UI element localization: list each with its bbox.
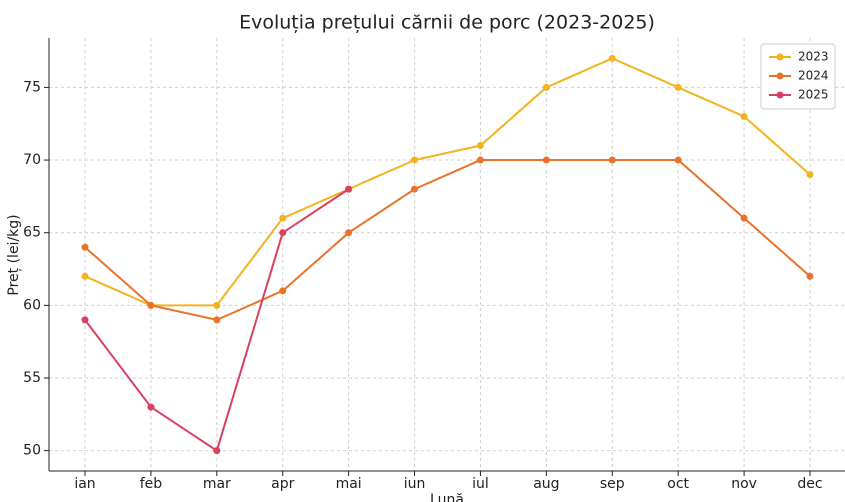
- y-tick-label: 60: [23, 297, 41, 313]
- point: [740, 214, 748, 222]
- x-tick-label: feb: [140, 476, 163, 492]
- point: [279, 214, 287, 222]
- y-axis-label: Preț (lei/kg): [6, 214, 22, 295]
- x-axis-label: Lună: [430, 492, 464, 502]
- point: [213, 447, 221, 455]
- x-tick-label: nov: [731, 476, 757, 492]
- point: [674, 156, 682, 164]
- point: [542, 83, 550, 91]
- point: [740, 112, 748, 120]
- x-tick-label: ian: [74, 476, 95, 492]
- legend-marker: [776, 53, 784, 61]
- legend-marker: [776, 91, 784, 99]
- point: [411, 156, 419, 164]
- legend-label: 2023: [798, 50, 829, 64]
- x-tick-label: sep: [600, 476, 625, 492]
- x-tick-label: mai: [336, 476, 362, 492]
- series-line: [84, 57, 811, 307]
- point: [81, 243, 89, 251]
- y-tick-label: 55: [23, 370, 41, 386]
- y-tick-label: 70: [23, 152, 41, 168]
- point: [81, 316, 89, 324]
- x-tick-label: aug: [533, 476, 559, 492]
- x-tick-label: dec: [797, 476, 822, 492]
- point: [81, 272, 89, 280]
- x-tick-label: iul: [472, 476, 489, 492]
- y-tick-label: 75: [23, 79, 41, 95]
- y-tick-label: 65: [23, 225, 41, 241]
- x-tick-label: mar: [203, 476, 231, 492]
- point: [476, 142, 484, 150]
- point: [542, 156, 550, 164]
- legend-marker: [776, 72, 784, 80]
- point: [213, 316, 221, 324]
- y-tick-label: 50: [23, 443, 41, 459]
- point: [476, 156, 484, 164]
- chart-title: Evoluția prețului cărnii de porc (2023-2…: [239, 12, 655, 34]
- point: [147, 403, 155, 411]
- point: [213, 301, 221, 309]
- point: [279, 287, 287, 295]
- legend-label: 2024: [798, 69, 829, 83]
- legend-label: 2025: [798, 88, 829, 102]
- point: [674, 83, 682, 91]
- point: [806, 171, 814, 179]
- x-tick-label: apr: [271, 476, 294, 492]
- x-tick-label: oct: [667, 476, 689, 492]
- point: [147, 301, 155, 309]
- point: [411, 185, 419, 193]
- point: [608, 54, 616, 62]
- series-line: [84, 159, 811, 321]
- point: [345, 185, 353, 193]
- point: [806, 272, 814, 280]
- point: [608, 156, 616, 164]
- point: [345, 229, 353, 237]
- x-tick-label: iun: [404, 476, 426, 492]
- point: [279, 229, 287, 237]
